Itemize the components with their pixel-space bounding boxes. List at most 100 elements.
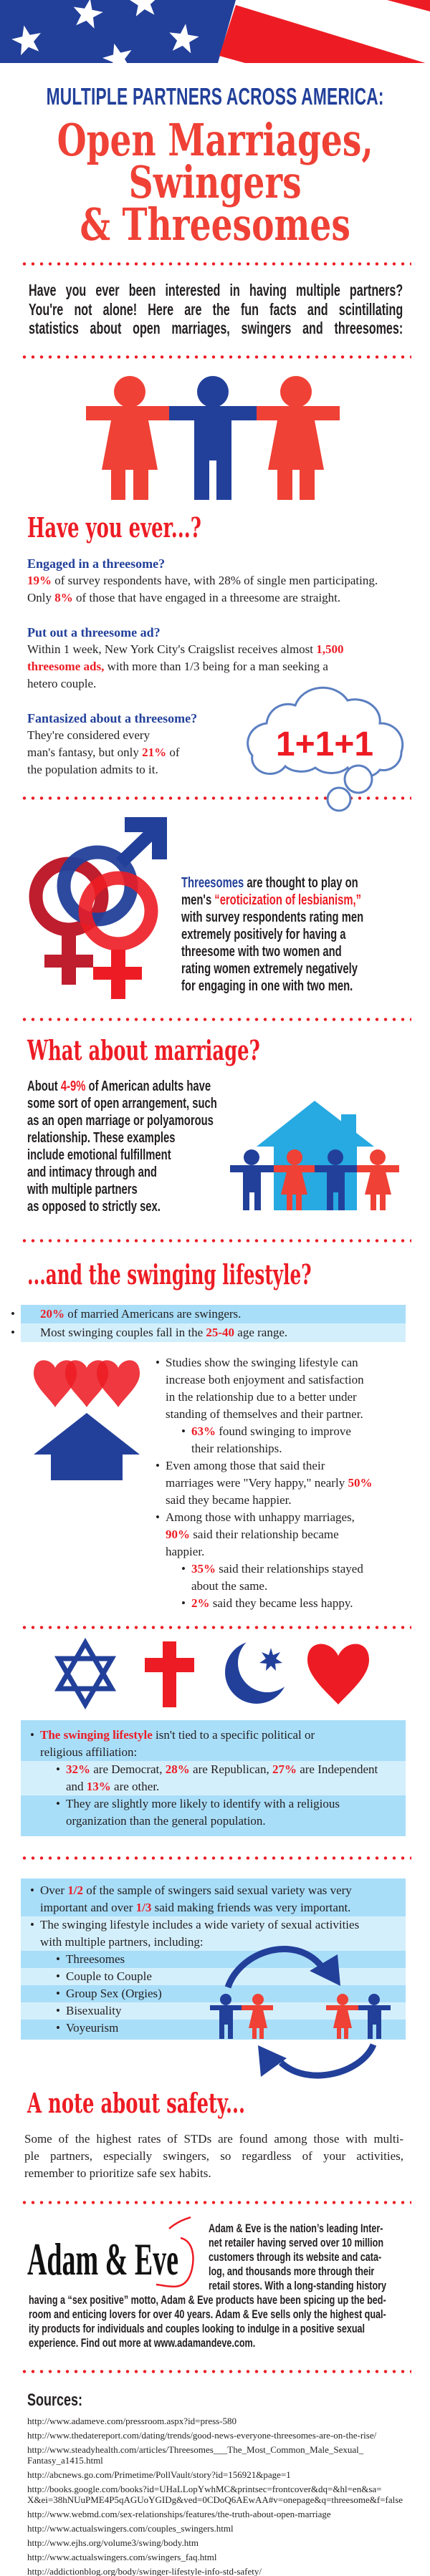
woman-figure xyxy=(86,376,169,500)
source-link[interactable]: http://www.actualswingers.com/swingers_f… xyxy=(27,2552,217,2562)
swinging-facts-bands: 20% of married Americans are swingers. M… xyxy=(11,1305,406,1342)
text-segment: They're considered every man's fantasy, … xyxy=(27,728,150,759)
highlight-text: 20% xyxy=(40,1307,64,1321)
bullet-item: Threesomes xyxy=(21,1951,406,1968)
question-title: Engaged in a threesome? xyxy=(27,556,166,571)
religion-box: The swinging lifestyle isn't tied to a s… xyxy=(21,1720,406,1836)
dotted-divider xyxy=(20,355,411,359)
section-heading-marriage: What about marriage? xyxy=(27,1034,260,1066)
source-link[interactable]: http://addictionblog.org/body/swinger-li… xyxy=(27,2566,262,2576)
american-flag-banner xyxy=(0,0,430,63)
text-segment: About xyxy=(27,1079,61,1094)
marriage-text: About 4-9% of American adults have some … xyxy=(27,1078,239,1215)
source-link[interactable]: http://abcnews.go.com/Primetime/PollVaul… xyxy=(27,2469,291,2480)
eroticization-text: Threesomes are thought to play on men's … xyxy=(181,874,393,995)
couple-swap-icon xyxy=(210,1946,391,2079)
text-segment: are thought to play on men's xyxy=(181,875,358,908)
question-answer: 19% of survey respondents have, with 28%… xyxy=(27,572,411,607)
text-segment: Voyeurism xyxy=(66,2021,119,2035)
text-segment: said they became happier. xyxy=(166,1493,292,1507)
text-segment: of the population admits to it. xyxy=(27,746,180,776)
text-segment: Couple to Couple xyxy=(66,1969,152,1983)
flag-stripe xyxy=(219,5,426,63)
title-line: & Threesomes xyxy=(80,198,350,251)
highlight-text: 1,500 threesome ads, xyxy=(27,642,344,673)
dotted-divider xyxy=(20,796,411,800)
source-link[interactable]: http://www.webmd.com/sex-relationships/f… xyxy=(27,2509,331,2519)
section-heading-swinging: ...and the swinging lifestyle? xyxy=(27,1258,312,1291)
bullet-item: Over 1/2 of the sample of swingers said … xyxy=(21,1878,406,1916)
sources-heading: Sources: xyxy=(27,2391,83,2410)
bullet-item: The swinging lifestyle isn't tied to a s… xyxy=(21,1720,406,1761)
text-segment: Even among those that said their marriag… xyxy=(166,1459,345,1490)
source-link[interactable]: http://www.adameve.com/pressroom.aspx?id… xyxy=(27,2416,237,2426)
source-link[interactable]: http://www.ejhs.org/volume3/swing/body.h… xyxy=(27,2537,199,2548)
dotted-divider xyxy=(20,1018,411,1021)
title-line: Open Marriages, xyxy=(57,114,373,166)
sources-list: http://www.adameve.com/pressroom.aspx?id… xyxy=(27,2416,414,2576)
text-segment: of American adults have some sort of ope… xyxy=(27,1079,217,1215)
question-item: Put out a threesome ad? Within 1 week, N… xyxy=(27,624,411,693)
text-segment: isn't tied to a specific political or re… xyxy=(40,1728,315,1759)
highlight-text: 4-9% xyxy=(60,1079,86,1094)
adam-eve-logo: Adam & Eve xyxy=(27,2216,194,2288)
text-segment: Within 1 week, New York City's Craigslis… xyxy=(27,642,317,656)
question-item: Engaged in a threesome? 19% of survey re… xyxy=(27,555,411,607)
cycle-arrows-icon xyxy=(224,1946,377,2079)
man-figure xyxy=(358,1994,391,2039)
woman-figure xyxy=(357,1149,399,1210)
text-segment: They are slightly more likely to identif… xyxy=(66,1797,340,1828)
text-segment: said their relationship became happier. xyxy=(166,1528,339,1558)
highlight-text: 63% xyxy=(191,1424,216,1438)
text-segment: said their relationships stayed about th… xyxy=(191,1562,363,1593)
highlight-text: 21% xyxy=(142,746,167,759)
source-link[interactable]: http://www.actualswingers.com/couples_sw… xyxy=(27,2523,234,2534)
source-link[interactable]: http://books.google.com/books?id=UHaLLop… xyxy=(27,2484,403,2505)
bullet-item: Even among those that said their marriag… xyxy=(156,1457,409,1509)
thought-cloud-icon: 1+1+1 xyxy=(247,686,404,812)
bullet-item: Studies show the swinging lifestyle can … xyxy=(156,1354,409,1423)
section-heading-have-you-ever: Have you ever...? xyxy=(27,511,201,544)
house-icon xyxy=(257,1101,374,1210)
text-segment: are Republican, xyxy=(189,1762,272,1776)
highlight-text: 90% xyxy=(166,1528,190,1541)
dotted-divider xyxy=(20,1626,411,1629)
highlight-text: 50% xyxy=(348,1476,373,1490)
text-segment: are Democrat, xyxy=(90,1762,166,1776)
bullet-item: 2% said they became less happy. xyxy=(166,1595,409,1612)
text-segment: The swinging lifestyle includes a wide v… xyxy=(40,1918,360,1949)
question-item: Fantasized about a threesome? They're co… xyxy=(27,710,411,778)
text-segment: found swinging to improve their relation… xyxy=(191,1424,351,1455)
text-segment: with more than 1/3 being for a man seeki… xyxy=(27,660,328,690)
woman-figure xyxy=(274,1149,315,1210)
text-segment: Bisexuality xyxy=(66,2004,122,2017)
blue-highlight-text: Threesomes xyxy=(181,875,244,891)
three-people-icon xyxy=(86,376,340,500)
have-you-ever-list: Engaged in a threesome? 19% of survey re… xyxy=(27,555,411,796)
cross-icon xyxy=(145,1641,194,1707)
safety-line: remember to prioritize safe sex habits. xyxy=(24,2166,211,2180)
text-segment: Studies show the swinging lifestyle can … xyxy=(166,1356,364,1421)
question-answer: Within 1 week, New York City's Craigslis… xyxy=(27,641,411,693)
bullet-item: 32% are Democrat, 28% are Republican, 27… xyxy=(21,1761,406,1795)
heart-icon xyxy=(97,1360,140,1407)
highlight-text: The swinging lifestyle xyxy=(40,1728,153,1742)
title-line: Swingers xyxy=(128,156,302,208)
star-of-david-icon xyxy=(54,1638,117,1709)
highlight-text: “eroticization of lesbianism,” xyxy=(214,892,362,908)
dotted-divider xyxy=(20,1856,411,1860)
bullet-item: The swinging lifestyle includes a wide v… xyxy=(21,1916,406,1951)
bullet-item: They are slightly more likely to identif… xyxy=(21,1795,406,1836)
house-arrow-icon xyxy=(34,1413,140,1480)
source-link[interactable]: http://www.steadyhealth.com/articles/Thr… xyxy=(27,2444,364,2466)
highlight-text: 35% xyxy=(191,1562,216,1576)
dotted-divider xyxy=(20,1239,411,1243)
text-segment: Among those with unhappy marriages, xyxy=(166,1510,355,1524)
text-segment: of the sample of swingers said sexual va… xyxy=(40,1883,352,1914)
safety-line: Some of the highest rates of STDs are fo… xyxy=(24,2132,403,2146)
safety-line: ple partners, especially swingers, so re… xyxy=(24,2149,403,2163)
page-subtitle: MULTIPLE PARTNERS ACROSS AMERICA: xyxy=(46,83,384,110)
text-segment: Threesomes xyxy=(66,1952,125,1966)
female-symbol xyxy=(78,871,158,951)
source-link[interactable]: http://www.thedatereport.com/dating/tren… xyxy=(27,2430,377,2441)
